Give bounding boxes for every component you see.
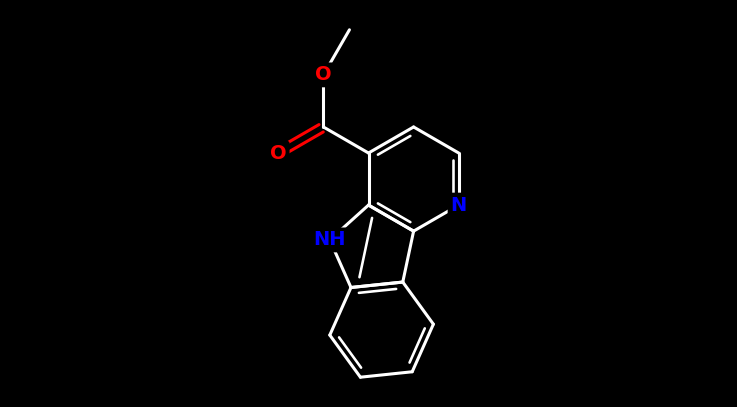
Text: N: N — [450, 196, 467, 214]
Text: O: O — [270, 144, 287, 162]
Text: NH: NH — [313, 230, 346, 249]
Text: O: O — [315, 66, 332, 84]
